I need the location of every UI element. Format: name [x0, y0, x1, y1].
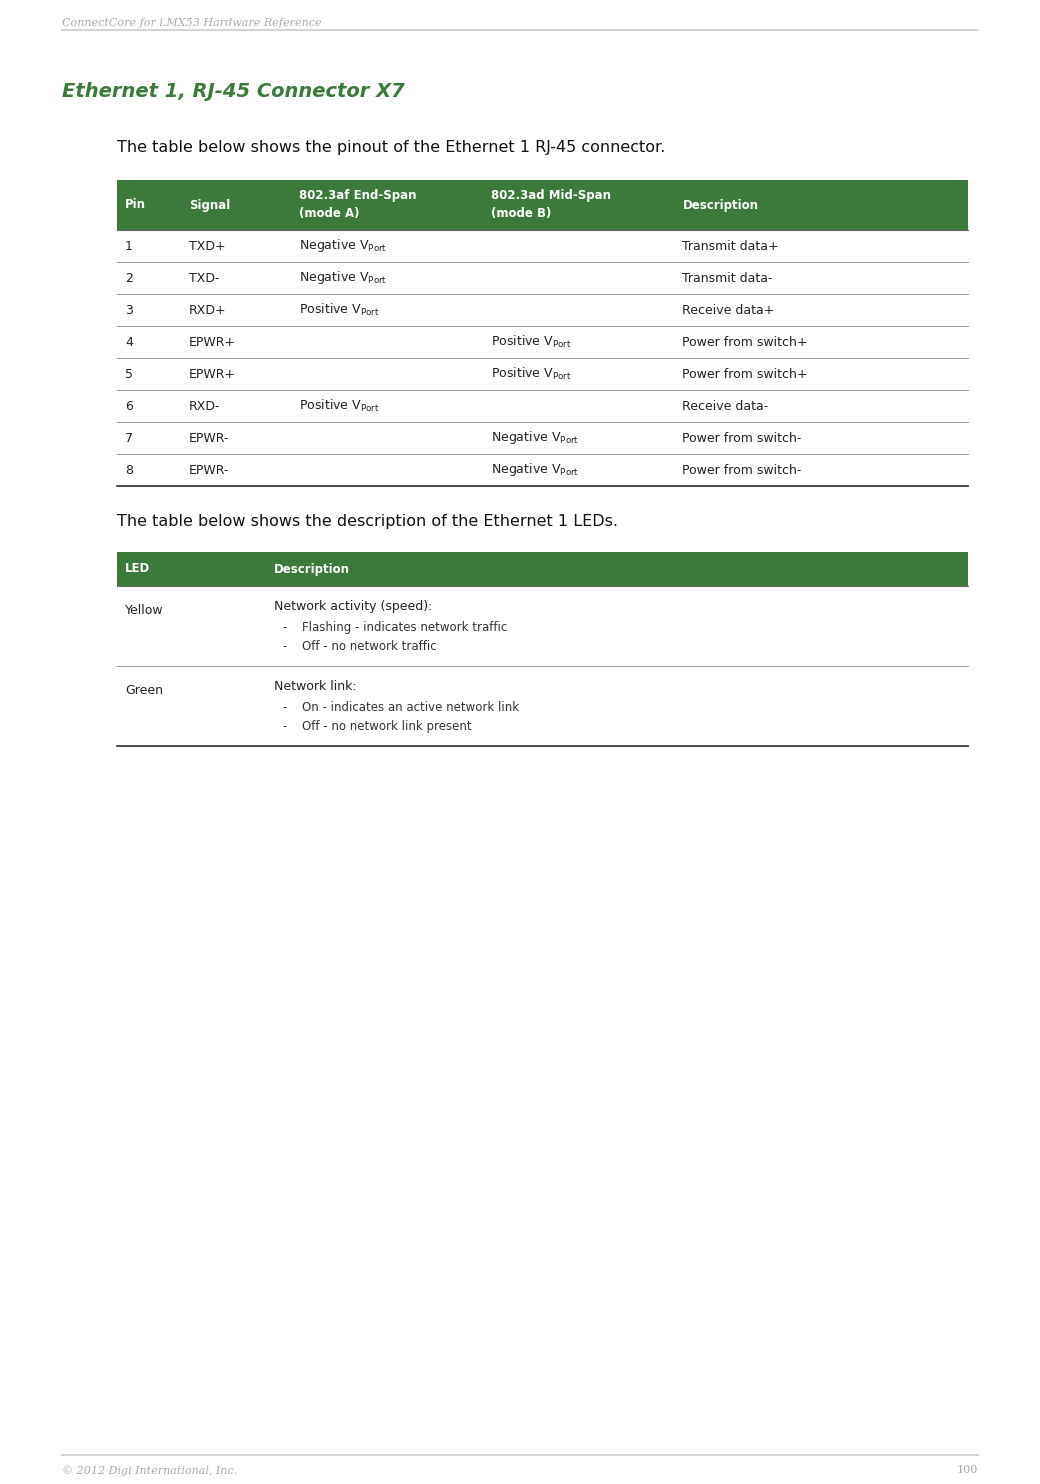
- Bar: [116, 180, 968, 230]
- Text: -: -: [282, 640, 286, 653]
- Text: -: -: [282, 720, 286, 733]
- Text: Pin: Pin: [125, 199, 146, 212]
- Text: 6: 6: [125, 399, 133, 413]
- Text: Positive V$_{\mathregular{Port}}$: Positive V$_{\mathregular{Port}}$: [491, 367, 572, 381]
- Text: ConnectCore for i.MX53 Hardware Reference: ConnectCore for i.MX53 Hardware Referenc…: [62, 18, 321, 28]
- Text: Positive V$_{\mathregular{Port}}$: Positive V$_{\mathregular{Port}}$: [300, 301, 381, 318]
- Text: 7: 7: [125, 432, 133, 445]
- Text: Flashing - indicates network traffic: Flashing - indicates network traffic: [302, 620, 508, 634]
- Text: The table below shows the description of the Ethernet 1 LEDs.: The table below shows the description of…: [116, 513, 618, 528]
- Text: 3: 3: [125, 304, 133, 316]
- Text: RXD+: RXD+: [189, 304, 227, 316]
- Text: Positive V$_{\mathregular{Port}}$: Positive V$_{\mathregular{Port}}$: [300, 398, 381, 414]
- Text: Network activity (speed):: Network activity (speed):: [274, 600, 433, 613]
- Text: Power from switch-: Power from switch-: [682, 432, 802, 445]
- Text: (mode B): (mode B): [491, 208, 551, 221]
- Text: Off - no network traffic: Off - no network traffic: [302, 640, 437, 653]
- Text: On - indicates an active network link: On - indicates an active network link: [302, 700, 519, 714]
- Text: Negative V$_{\mathregular{Port}}$: Negative V$_{\mathregular{Port}}$: [491, 429, 579, 447]
- Text: 5: 5: [125, 368, 133, 380]
- Text: 4: 4: [125, 335, 133, 349]
- Text: Positive V$_{\mathregular{Port}}$: Positive V$_{\mathregular{Port}}$: [491, 334, 572, 350]
- Text: 2: 2: [125, 272, 133, 285]
- Text: Signal: Signal: [189, 199, 230, 212]
- Text: 802.3af End-Span: 802.3af End-Span: [300, 190, 417, 202]
- Text: Negative V$_{\mathregular{Port}}$: Negative V$_{\mathregular{Port}}$: [491, 462, 579, 478]
- Bar: [116, 552, 968, 586]
- Text: Green: Green: [125, 684, 163, 697]
- Text: The table below shows the pinout of the Ethernet 1 RJ-45 connector.: The table below shows the pinout of the …: [116, 139, 666, 154]
- Text: Ethernet 1, RJ-45 Connector X7: Ethernet 1, RJ-45 Connector X7: [62, 82, 405, 101]
- Text: Yellow: Yellow: [125, 604, 163, 617]
- Text: Off - no network link present: Off - no network link present: [302, 720, 471, 733]
- Text: 100: 100: [957, 1465, 978, 1475]
- Text: Power from switch-: Power from switch-: [682, 463, 802, 476]
- Text: Network link:: Network link:: [274, 680, 357, 693]
- Text: (mode A): (mode A): [300, 208, 360, 221]
- Text: Negative V$_{\mathregular{Port}}$: Negative V$_{\mathregular{Port}}$: [300, 237, 388, 254]
- Text: Transmit data-: Transmit data-: [682, 272, 773, 285]
- Text: Description: Description: [682, 199, 758, 212]
- Text: 802.3ad Mid-Span: 802.3ad Mid-Span: [491, 190, 610, 202]
- Text: Description: Description: [274, 562, 349, 576]
- Text: EPWR-: EPWR-: [189, 463, 230, 476]
- Text: 1: 1: [125, 239, 133, 252]
- Text: EPWR-: EPWR-: [189, 432, 230, 445]
- Text: Receive data+: Receive data+: [682, 304, 775, 316]
- Text: -: -: [282, 620, 286, 634]
- Text: © 2012 Digi International, Inc.: © 2012 Digi International, Inc.: [62, 1465, 237, 1475]
- Text: TXD+: TXD+: [189, 239, 226, 252]
- Text: EPWR+: EPWR+: [189, 368, 236, 380]
- Text: Transmit data+: Transmit data+: [682, 239, 779, 252]
- Text: -: -: [282, 700, 286, 714]
- Text: EPWR+: EPWR+: [189, 335, 236, 349]
- Text: LED: LED: [125, 562, 150, 576]
- Text: Power from switch+: Power from switch+: [682, 335, 808, 349]
- Text: Receive data-: Receive data-: [682, 399, 769, 413]
- Text: RXD-: RXD-: [189, 399, 220, 413]
- Text: Power from switch+: Power from switch+: [682, 368, 808, 380]
- Text: 8: 8: [125, 463, 133, 476]
- Text: Negative V$_{\mathregular{Port}}$: Negative V$_{\mathregular{Port}}$: [300, 270, 388, 286]
- Text: TXD-: TXD-: [189, 272, 219, 285]
